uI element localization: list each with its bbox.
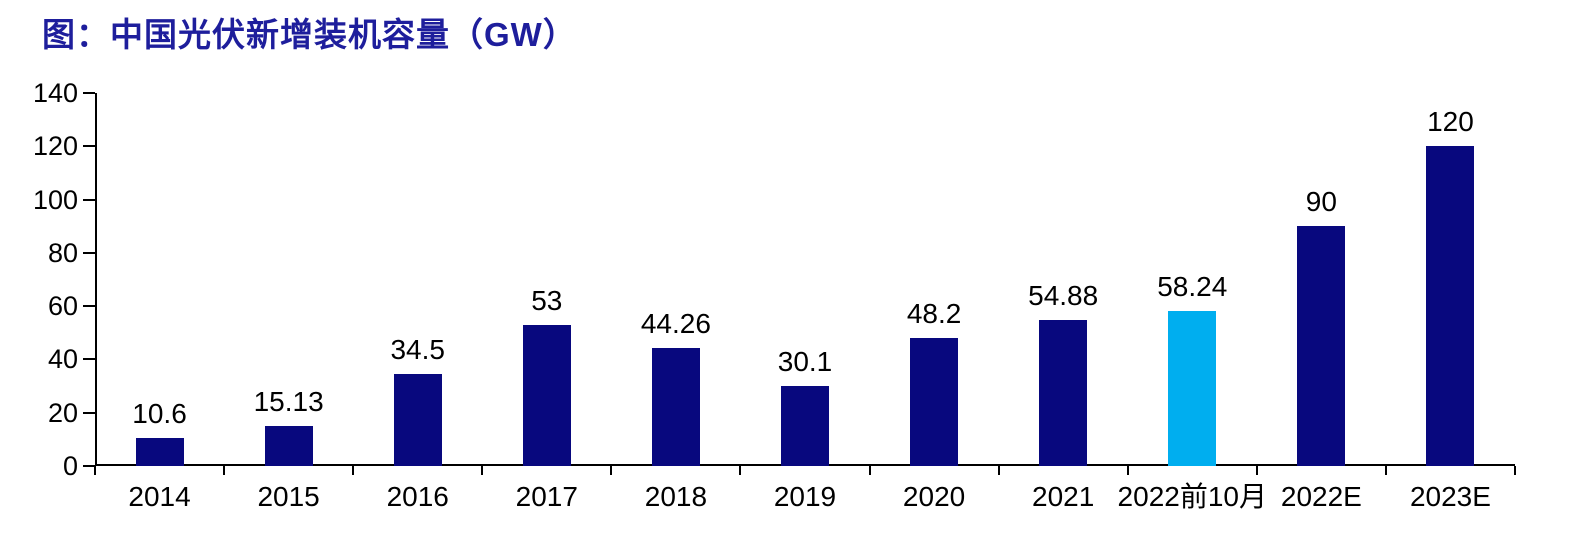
bar-2022E [1297, 226, 1346, 466]
y-axis-tick-mark [83, 305, 95, 308]
y-axis-tick-label: 20 [47, 397, 78, 428]
y-axis-tick-label: 40 [47, 344, 78, 375]
x-axis-category-label: 2017 [515, 481, 578, 512]
bar-value-label: 44.26 [640, 308, 711, 340]
x-axis-tick-mark [352, 466, 355, 475]
bar-value-label: 53 [531, 284, 563, 316]
y-axis-tick-mark [83, 358, 95, 361]
x-axis-tick-mark [997, 466, 1000, 475]
bar-value-label: 58.24 [1157, 270, 1228, 302]
bar-value-label: 30.1 [777, 345, 833, 377]
x-axis-category-label: 2023E [1409, 481, 1491, 512]
y-axis-tick-label: 60 [47, 291, 78, 322]
bar-2016 [393, 374, 442, 466]
bar-2014 [135, 437, 184, 466]
bar-2023E [1426, 146, 1475, 466]
x-axis-tick-mark [481, 466, 484, 475]
y-axis-tick-mark [83, 92, 95, 94]
bar-value-label: 10.6 [132, 397, 187, 429]
bar-value-label: 90 [1305, 186, 1337, 218]
y-axis-tick-mark [83, 145, 95, 148]
y-axis-tick-mark [83, 411, 95, 414]
y-axis-tick-mark [83, 465, 95, 467]
x-axis-category-label: 2015 [257, 481, 320, 512]
x-axis-tick-mark [739, 466, 742, 475]
x-axis-category-label: 2019 [773, 481, 837, 512]
x-axis-tick-mark [868, 466, 871, 475]
x-axis-category-label: 2014 [128, 481, 191, 512]
bar-value-label: 120 [1427, 106, 1474, 138]
x-axis-category-label: 2018 [644, 481, 708, 512]
bar-value-label: 15.13 [253, 385, 324, 417]
x-axis-tick-mark [1514, 466, 1516, 475]
y-axis-tick-label: 0 [62, 451, 78, 481]
bar-2018 [651, 348, 700, 466]
x-axis-category-label: 2016 [386, 481, 449, 512]
y-axis-tick-label: 100 [32, 184, 78, 215]
x-axis-tick-mark [1384, 466, 1387, 475]
chart-title: 图：中国光伏新增装机容量（GW） [42, 16, 577, 53]
bar-value-label: 48.2 [906, 297, 962, 329]
bar-value-label: 54.88 [1028, 279, 1099, 311]
x-axis-tick-mark [223, 466, 226, 475]
bar-2022前10月 [1168, 310, 1217, 466]
bar-2017 [522, 324, 571, 466]
x-axis-tick-mark [610, 466, 613, 475]
x-axis-category-label: 2020 [902, 481, 966, 512]
bar-value-label: 34.5 [390, 334, 445, 366]
x-axis-category-label: 2022前10月 [1117, 481, 1267, 512]
bar-2021 [1039, 319, 1088, 466]
bar-2020 [910, 337, 959, 466]
y-axis-tick-mark [83, 251, 95, 254]
x-axis-tick-mark [94, 466, 96, 475]
y-axis-tick-label: 80 [47, 237, 78, 268]
x-axis-tick-mark [1255, 466, 1258, 475]
bar-2015 [264, 425, 313, 466]
x-axis-category-label: 2022E [1280, 481, 1362, 512]
x-axis-category-label: 2021 [1032, 481, 1095, 512]
bar-2019 [781, 385, 829, 466]
x-axis-tick-mark [1126, 466, 1129, 475]
y-axis-tick-label: 120 [32, 131, 78, 162]
y-axis-tick-mark [83, 198, 95, 201]
y-axis-tick-label: 140 [32, 78, 78, 108]
